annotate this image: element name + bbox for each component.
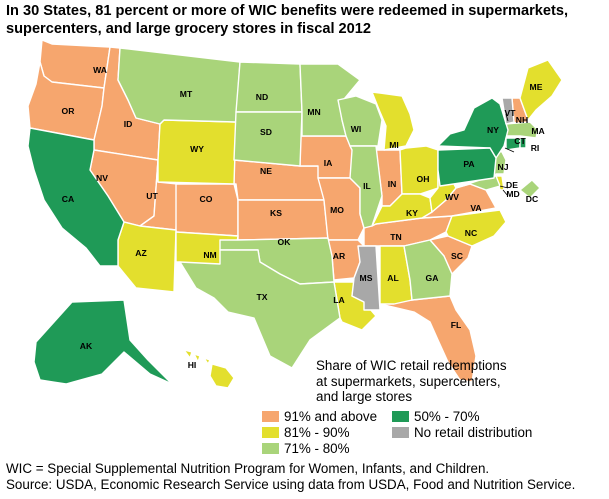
state-label-hi: HI bbox=[188, 360, 197, 370]
state-label-co: CO bbox=[200, 194, 213, 204]
footnote-definition: WIC = Special Supplemental Nutrition Pro… bbox=[6, 461, 490, 476]
leader-line bbox=[502, 189, 509, 197]
state-label-tx: TX bbox=[257, 292, 268, 302]
state-ky bbox=[371, 193, 433, 227]
state-label-nd: ND bbox=[256, 92, 268, 102]
state-label-sc: SC bbox=[451, 251, 463, 261]
chart-title: In 30 States, 81 percent or more of WIC … bbox=[6, 3, 569, 37]
state-nc bbox=[445, 209, 507, 247]
legend-swatch bbox=[392, 411, 409, 422]
state-ms bbox=[351, 245, 381, 311]
state-label-in: IN bbox=[388, 179, 397, 189]
state-label-dc: DC bbox=[526, 194, 538, 204]
legend-swatch bbox=[392, 427, 409, 438]
state-co bbox=[175, 183, 239, 237]
state-label-ga: GA bbox=[426, 273, 439, 283]
state-label-fl: FL bbox=[451, 320, 462, 330]
state-dc bbox=[519, 179, 541, 199]
state-label-ia: IA bbox=[324, 158, 333, 168]
state-wi bbox=[337, 95, 383, 147]
state-label-il: IL bbox=[363, 181, 371, 191]
state-label-ca: CA bbox=[62, 194, 74, 204]
state-label-ms: MS bbox=[360, 273, 373, 283]
legend-swatch bbox=[262, 411, 279, 422]
state-label-pa: PA bbox=[463, 159, 474, 169]
state-label-az: AZ bbox=[135, 248, 146, 258]
state-label-ut: UT bbox=[146, 191, 158, 201]
state-label-ky: KY bbox=[406, 208, 418, 218]
state-ga bbox=[403, 239, 453, 301]
state-me bbox=[519, 59, 563, 121]
state-hi bbox=[183, 349, 235, 389]
legend-title: Share of WIC retail redemptions at super… bbox=[316, 358, 507, 404]
state-ca bbox=[27, 127, 125, 267]
state-label-al: AL bbox=[387, 273, 398, 283]
state-label-me: ME bbox=[530, 82, 543, 92]
state-tx bbox=[179, 249, 341, 369]
legend-item-50-70: 50% - 70% bbox=[392, 409, 480, 425]
state-label-or: OR bbox=[62, 106, 76, 116]
state-label-vt: VT bbox=[505, 108, 517, 118]
state-label-la: LA bbox=[333, 295, 344, 305]
state-label-ny: NY bbox=[487, 125, 499, 135]
state-label-ak: AK bbox=[80, 341, 93, 351]
state-nd bbox=[235, 61, 303, 113]
state-label-de: DE bbox=[506, 180, 518, 190]
state-sd bbox=[233, 111, 303, 167]
state-label-ok: OK bbox=[278, 237, 292, 247]
state-label-oh: OH bbox=[417, 174, 430, 184]
state-label-nh: NH bbox=[516, 115, 528, 125]
legend-swatch bbox=[262, 443, 279, 454]
state-label-id: ID bbox=[124, 119, 133, 129]
state-label-ar: AR bbox=[333, 251, 346, 261]
state-ks bbox=[237, 199, 329, 241]
state-label-wa: WA bbox=[93, 65, 107, 75]
state-label-ct: CT bbox=[514, 136, 526, 146]
legend-item-91-and-above: 91% and above bbox=[262, 409, 377, 425]
state-oh bbox=[399, 145, 439, 195]
state-label-mn: MN bbox=[307, 107, 320, 117]
state-label-tn: TN bbox=[390, 232, 401, 242]
state-label-mo: MO bbox=[330, 205, 344, 215]
state-label-nc: NC bbox=[465, 228, 477, 238]
state-mi bbox=[371, 91, 415, 151]
leader-line bbox=[499, 185, 509, 189]
state-mt bbox=[117, 47, 241, 125]
legend-label: 91% and above bbox=[284, 409, 378, 424]
state-label-ma: MA bbox=[531, 126, 544, 136]
state-label-wv: WV bbox=[445, 192, 459, 202]
state-label-nj: NJ bbox=[498, 162, 509, 172]
state-vt bbox=[501, 97, 515, 125]
state-label-nv: NV bbox=[96, 173, 108, 183]
state-az bbox=[117, 221, 177, 293]
state-label-va: VA bbox=[470, 203, 481, 213]
state-label-sd: SD bbox=[260, 127, 272, 137]
leader-line bbox=[504, 147, 515, 153]
state-label-md: MD bbox=[506, 189, 519, 199]
legend-item-no-retail: No retail distribution bbox=[392, 425, 532, 441]
legend-swatch bbox=[262, 427, 279, 438]
state-ri bbox=[519, 137, 527, 149]
footnote: WIC = Special Supplemental Nutrition Pro… bbox=[6, 461, 575, 492]
leader-line bbox=[505, 113, 509, 122]
legend-label: No retail distribution bbox=[414, 425, 533, 440]
state-label-mi: MI bbox=[389, 140, 399, 150]
state-label-nm: NM bbox=[203, 250, 216, 260]
state-label-ks: KS bbox=[270, 208, 282, 218]
state-il bbox=[349, 145, 383, 229]
legend-label: 71% - 80% bbox=[284, 441, 350, 456]
state-label-wi: WI bbox=[351, 124, 362, 134]
state-label-wy: WY bbox=[190, 144, 204, 154]
footnote-source: Source: USDA, Economic Research Service … bbox=[6, 476, 576, 492]
state-label-ri: RI bbox=[531, 143, 540, 153]
state-pa bbox=[437, 147, 497, 187]
legend-item-71-80: 71% - 80% bbox=[262, 441, 350, 457]
legend-item-81-90: 81% - 90% bbox=[262, 425, 350, 441]
state-label-mt: MT bbox=[180, 89, 193, 99]
state-label-ne: NE bbox=[260, 166, 272, 176]
legend-label: 81% - 90% bbox=[284, 425, 350, 440]
legend-label: 50% - 70% bbox=[414, 409, 480, 424]
state-ak bbox=[33, 299, 173, 385]
